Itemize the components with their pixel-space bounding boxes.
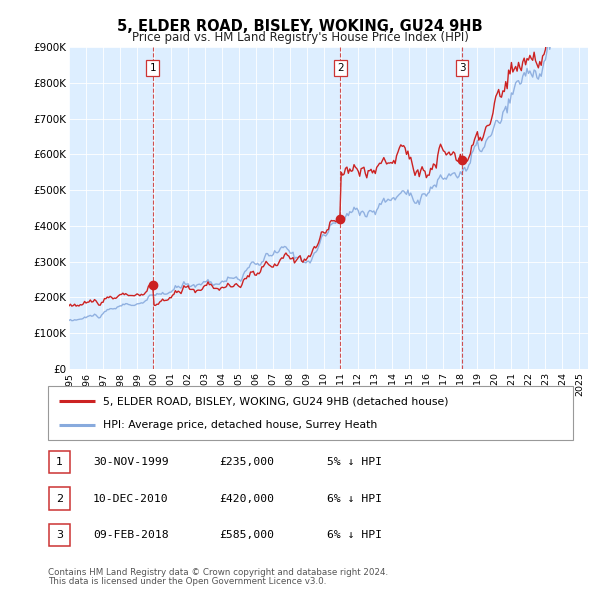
Text: 5, ELDER ROAD, BISLEY, WOKING, GU24 9HB (detached house): 5, ELDER ROAD, BISLEY, WOKING, GU24 9HB …	[103, 396, 449, 407]
Text: Contains HM Land Registry data © Crown copyright and database right 2024.: Contains HM Land Registry data © Crown c…	[48, 568, 388, 577]
Text: £585,000: £585,000	[219, 530, 274, 540]
Text: £235,000: £235,000	[219, 457, 274, 467]
Text: 10-DEC-2010: 10-DEC-2010	[93, 494, 169, 503]
Text: 5% ↓ HPI: 5% ↓ HPI	[327, 457, 382, 467]
Text: 6% ↓ HPI: 6% ↓ HPI	[327, 494, 382, 503]
Text: 2: 2	[56, 494, 63, 503]
Text: 3: 3	[459, 63, 466, 73]
Text: £420,000: £420,000	[219, 494, 274, 503]
Text: 1: 1	[149, 63, 156, 73]
Text: 3: 3	[56, 530, 63, 540]
FancyBboxPatch shape	[48, 386, 573, 440]
Text: 1: 1	[56, 457, 63, 467]
Text: HPI: Average price, detached house, Surrey Heath: HPI: Average price, detached house, Surr…	[103, 420, 377, 430]
Text: 5, ELDER ROAD, BISLEY, WOKING, GU24 9HB: 5, ELDER ROAD, BISLEY, WOKING, GU24 9HB	[117, 19, 483, 34]
Text: 30-NOV-1999: 30-NOV-1999	[93, 457, 169, 467]
Text: 2: 2	[337, 63, 344, 73]
FancyBboxPatch shape	[49, 451, 70, 473]
FancyBboxPatch shape	[49, 487, 70, 510]
Text: 09-FEB-2018: 09-FEB-2018	[93, 530, 169, 540]
Text: 6% ↓ HPI: 6% ↓ HPI	[327, 530, 382, 540]
FancyBboxPatch shape	[49, 524, 70, 546]
Text: Price paid vs. HM Land Registry's House Price Index (HPI): Price paid vs. HM Land Registry's House …	[131, 31, 469, 44]
Text: This data is licensed under the Open Government Licence v3.0.: This data is licensed under the Open Gov…	[48, 578, 326, 586]
